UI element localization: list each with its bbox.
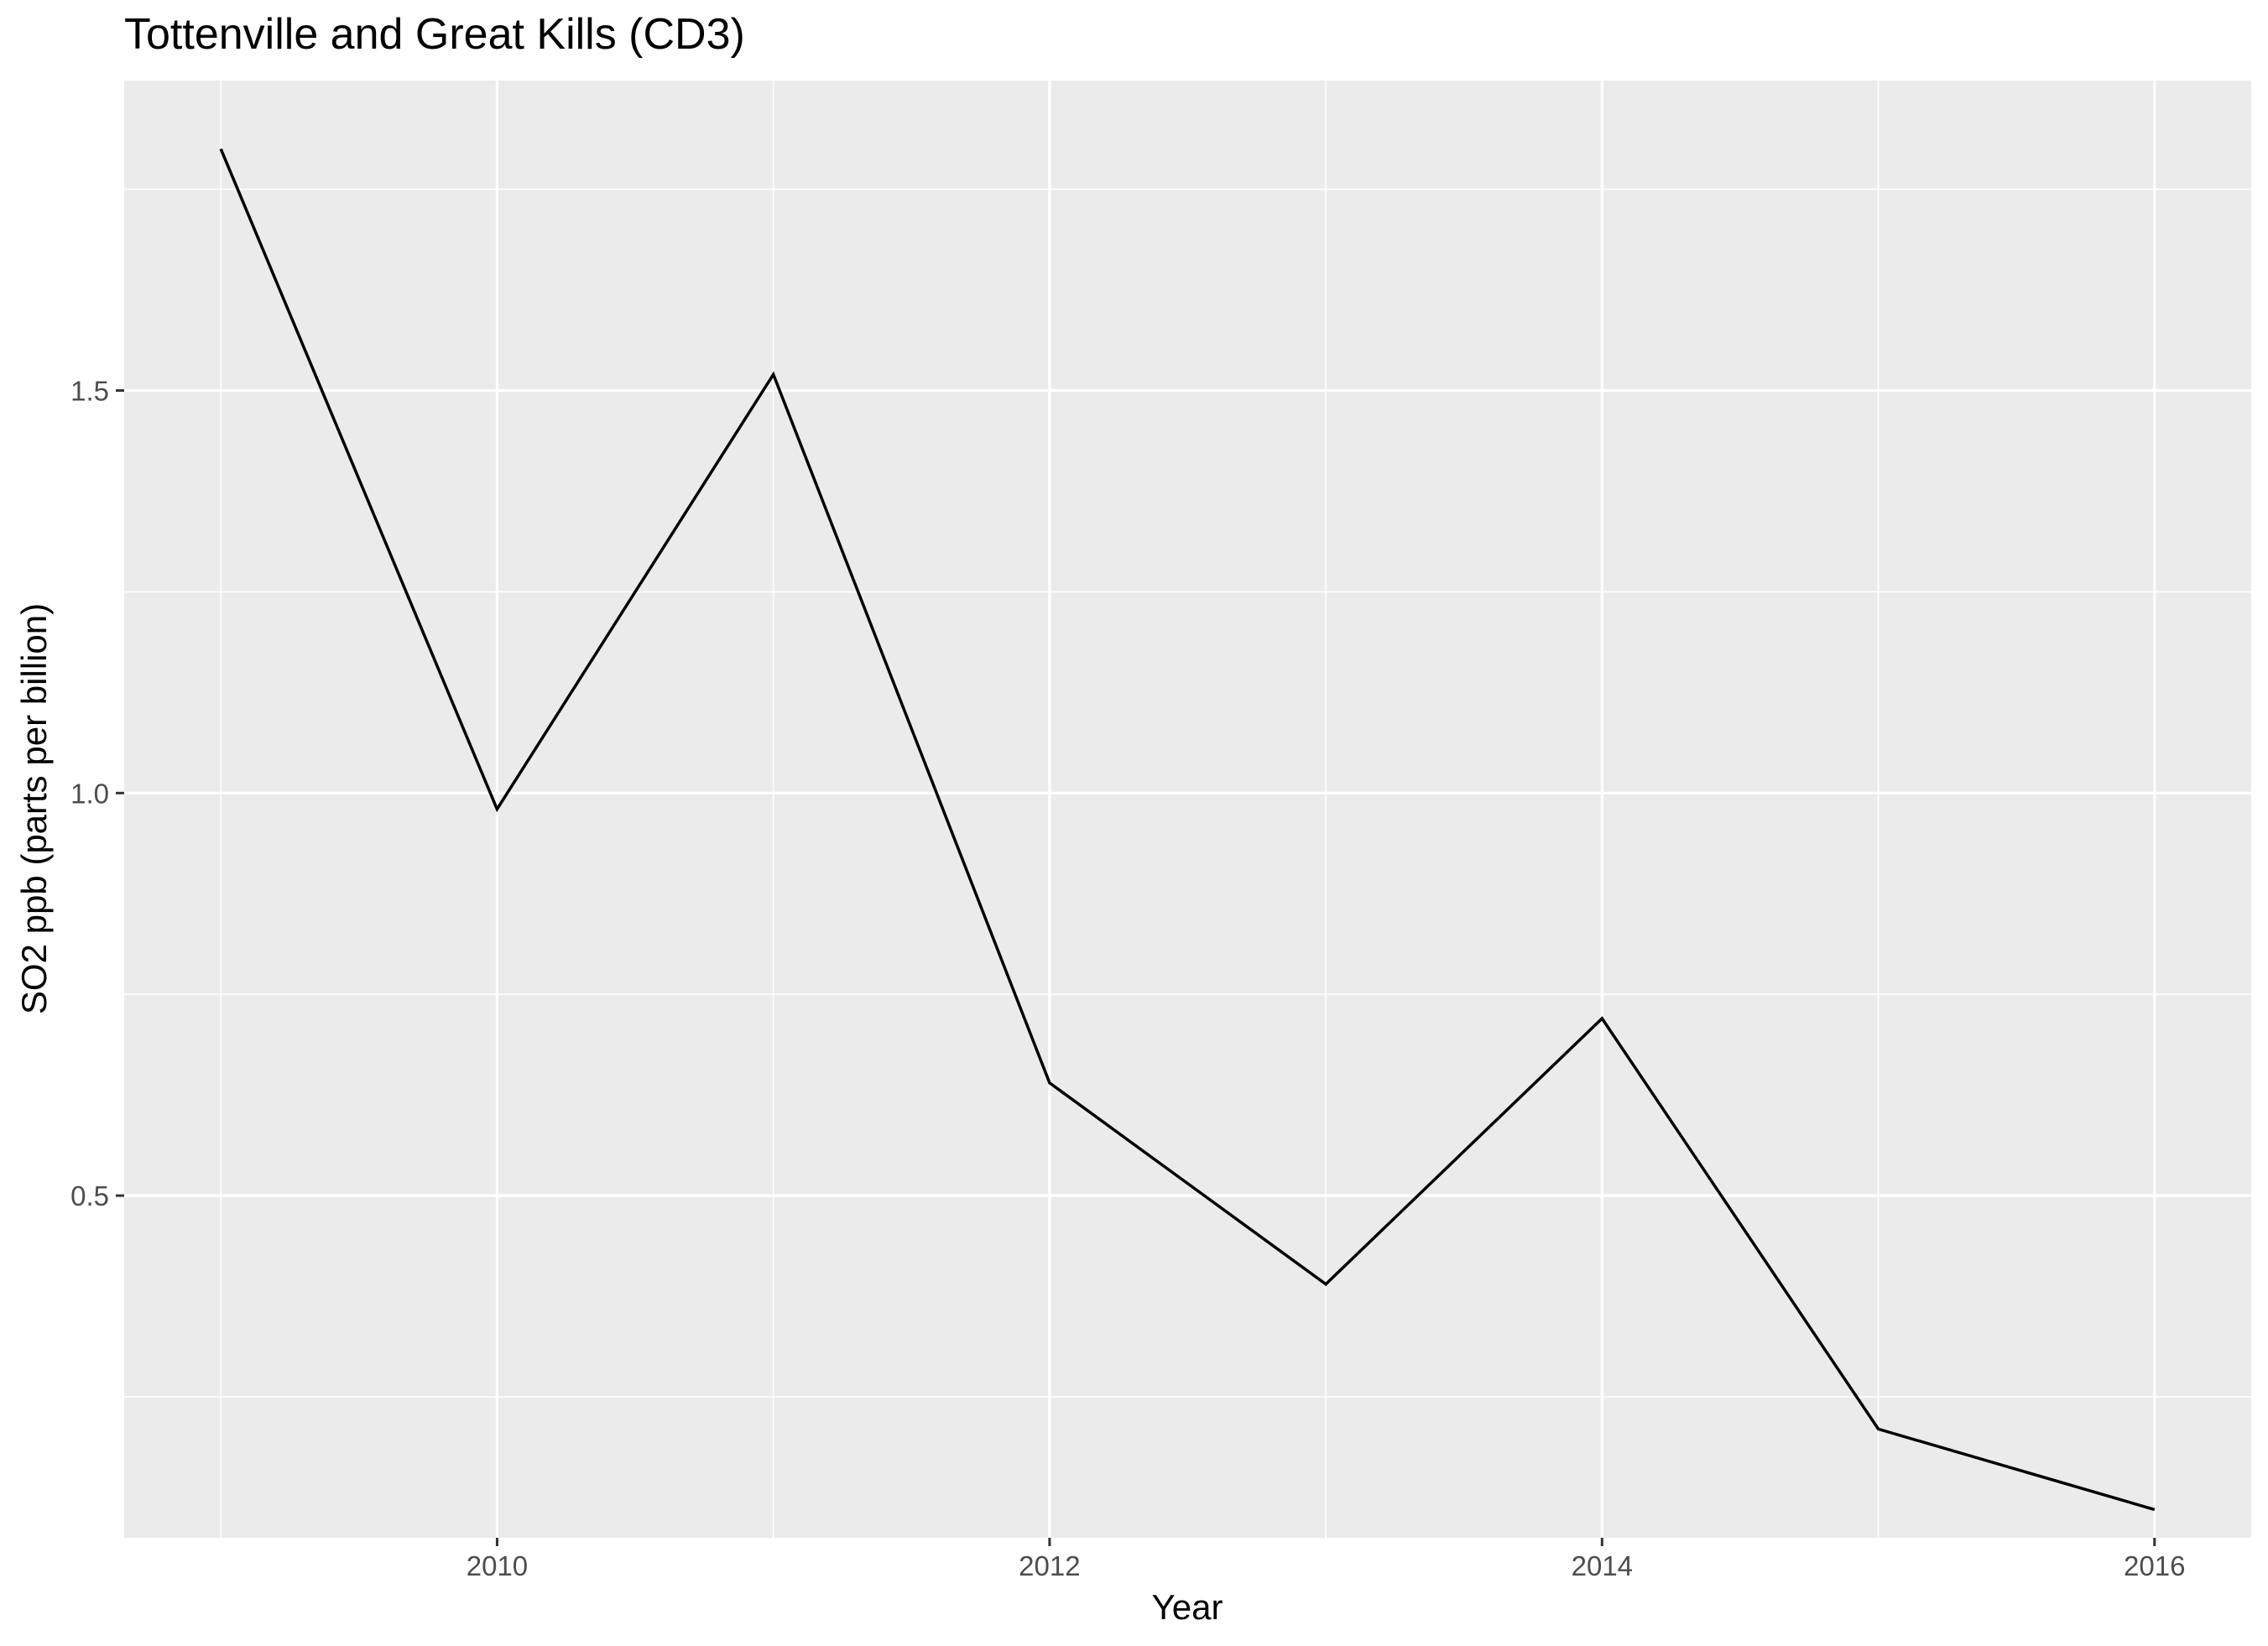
x-tick-label: 2010 bbox=[467, 1550, 528, 1581]
y-axis: 0.5 1.0 1.5 bbox=[70, 375, 124, 1211]
chart-title: Tottenville and Great Kills (CD3) bbox=[124, 10, 745, 59]
x-tick-label: 2012 bbox=[1019, 1550, 1080, 1581]
series-layer bbox=[219, 148, 2156, 1512]
y-tick-label: 1.0 bbox=[70, 778, 109, 809]
major-gridlines bbox=[124, 81, 2251, 1538]
y-tick-label: 1.5 bbox=[70, 375, 109, 406]
series-line bbox=[219, 148, 2156, 1512]
x-tick-label: 2014 bbox=[1572, 1550, 1633, 1581]
plot-panel bbox=[124, 81, 2251, 1538]
x-tick-label: 2016 bbox=[2124, 1550, 2185, 1581]
y-axis-title: SO2 ppb (parts per billion) bbox=[14, 603, 54, 1014]
x-axis: 2010 2012 2014 2016 bbox=[467, 1538, 2185, 1581]
minor-gridlines bbox=[124, 81, 2251, 1538]
x-axis-title: Year bbox=[1152, 1587, 1223, 1627]
y-tick-label: 0.5 bbox=[70, 1180, 109, 1211]
